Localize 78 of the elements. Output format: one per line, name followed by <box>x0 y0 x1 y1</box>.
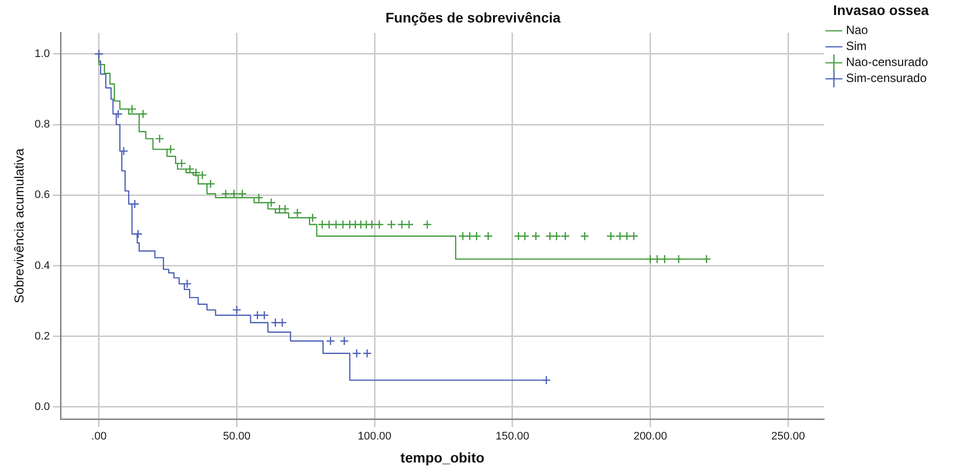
x-tick-label: 150.00 <box>496 430 530 443</box>
point <box>352 348 362 358</box>
y-tick-label: 0.0 <box>34 401 50 414</box>
point <box>514 232 524 241</box>
point <box>484 232 493 241</box>
point <box>326 336 336 346</box>
point <box>206 179 216 188</box>
point <box>552 232 562 241</box>
point <box>119 146 128 156</box>
point <box>260 310 269 320</box>
point <box>278 318 287 328</box>
point <box>229 189 239 198</box>
legend-label: Nao <box>846 23 868 38</box>
point <box>465 232 474 241</box>
point <box>324 220 334 230</box>
y-tick-label: 0.6 <box>34 189 50 202</box>
point <box>362 348 372 358</box>
legend-label: Nao-censurado <box>846 55 928 70</box>
point <box>254 193 264 202</box>
point <box>127 104 137 114</box>
point <box>350 220 360 230</box>
point <box>338 220 348 230</box>
point <box>580 232 590 241</box>
point <box>545 232 555 241</box>
point <box>177 158 186 168</box>
legend-label: Sim <box>846 39 867 54</box>
point <box>520 232 530 241</box>
x-tick-label: 50.00 <box>223 430 251 443</box>
point <box>542 376 551 385</box>
point <box>331 220 341 230</box>
point <box>615 232 625 241</box>
point <box>133 229 143 239</box>
point <box>130 199 140 209</box>
point <box>266 198 276 208</box>
legend-title: Invasao ossea <box>833 2 930 18</box>
point <box>270 318 280 328</box>
point <box>166 144 176 154</box>
point <box>345 220 354 230</box>
y-tick-label: 0.8 <box>34 118 50 131</box>
point <box>114 109 123 119</box>
point <box>154 134 164 144</box>
point <box>182 279 192 288</box>
y-axis-title: Sobrevivência acumulativa <box>11 148 26 304</box>
point <box>422 220 432 230</box>
point <box>340 336 349 346</box>
x-tick-label: 100.00 <box>358 430 392 443</box>
point <box>280 204 290 214</box>
point <box>397 220 406 230</box>
chart-title: Funções de sobrevivência <box>385 9 561 26</box>
point <box>362 220 371 230</box>
point <box>308 213 318 222</box>
legend-label: Sim-censurado <box>846 71 927 86</box>
point <box>318 220 327 230</box>
point <box>472 232 482 241</box>
point <box>622 232 632 241</box>
point <box>531 232 540 241</box>
x-tick-label: 250.00 <box>771 430 805 443</box>
point <box>404 220 414 230</box>
y-tick-label: 0.4 <box>34 260 50 272</box>
x-tick-label: 200.00 <box>633 430 668 443</box>
y-tick-label: 1.0 <box>34 48 50 60</box>
point <box>94 49 104 59</box>
point <box>374 220 384 230</box>
point <box>458 232 468 241</box>
point <box>367 220 376 230</box>
point <box>629 232 638 241</box>
y-tick-label: 0.2 <box>34 330 50 342</box>
x-tick-label: .00 <box>91 430 107 443</box>
point <box>356 220 366 230</box>
point <box>702 254 712 264</box>
point <box>252 310 262 320</box>
point <box>138 109 148 119</box>
point <box>386 220 396 230</box>
point <box>292 208 302 218</box>
point <box>232 305 242 315</box>
point <box>560 232 570 241</box>
x-axis-title: tempo_obito <box>400 449 484 466</box>
point <box>606 232 616 241</box>
